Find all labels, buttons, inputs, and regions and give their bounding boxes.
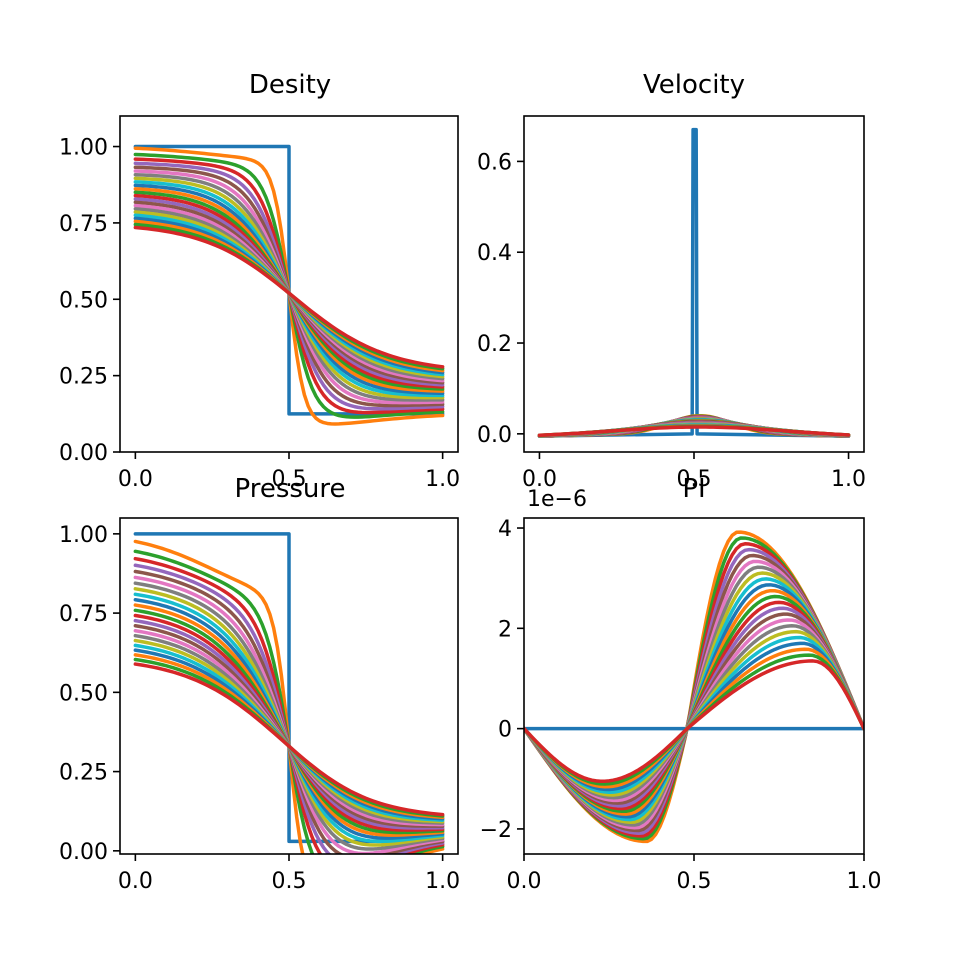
pi-y-tick-label: 0: [498, 718, 512, 743]
pi-panel: PI 1e−6 0.0 0.5 1.0 −2 0 2 4: [480, 474, 882, 894]
velocity-title: Velocity: [643, 70, 745, 100]
density-series-group: [133, 144, 445, 426]
velocity-y-tick-label: 0.0: [477, 423, 512, 448]
velocity-x-tick-label: 0.0: [522, 467, 557, 492]
pressure-x-tick-label: 0.0: [118, 869, 153, 894]
pressure-series-group: [133, 532, 445, 854]
pi-series-group: [524, 530, 864, 844]
density-series-line: [133, 225, 445, 369]
pi-x-tick-label: 1.0: [847, 869, 882, 894]
pi-offset-text: 1e−6: [527, 487, 587, 512]
velocity-series-group: [537, 127, 851, 438]
velocity-y-tick-label: 0.2: [477, 332, 512, 357]
pressure-y-tick-label: 0.25: [59, 761, 108, 786]
density-x-tick-label: 0.0: [118, 467, 153, 492]
pi-x-tick-label: 0.0: [507, 869, 542, 894]
pi-y-tick-label: −2: [480, 818, 512, 843]
density-x-tick-label: 0.5: [272, 467, 307, 492]
density-y-tick-label: 0.25: [59, 365, 108, 390]
pi-y-tick-label: 2: [498, 617, 512, 642]
pi-x-tick-label: 0.5: [677, 869, 712, 894]
velocity-series-line: [537, 425, 851, 438]
density-title: Desity: [249, 70, 331, 100]
density-x-tick-label: 1.0: [425, 467, 460, 492]
pressure-y-tick-label: 0.50: [59, 681, 108, 706]
pressure-panel: Pressure 0.0 0.5 1.0 0.00 0.25 0.50 0.75 1.00: [59, 474, 460, 894]
density-y-tick-label: 0.75: [59, 212, 108, 237]
velocity-panel: Velocity 0.0 0.5 1.0 0.0 0.2 0.4 0.6: [477, 70, 866, 492]
pressure-series-line: [133, 662, 445, 817]
pi-series-line: [524, 659, 864, 783]
velocity-series-line: [537, 127, 851, 438]
pressure-title: Pressure: [234, 474, 345, 504]
density-y-tick-label: 1.00: [59, 136, 108, 161]
density-y-tick-label: 0.50: [59, 288, 108, 313]
pressure-x-tick-label: 0.5: [272, 869, 307, 894]
pressure-series-line: [133, 532, 445, 844]
pressure-y-tick-label: 0.75: [59, 602, 108, 627]
pressure-y-tick-label: 0.00: [59, 840, 108, 865]
velocity-y-tick-label: 0.6: [477, 150, 512, 175]
density-y-tick-label: 0.00: [59, 441, 108, 466]
pressure-x-tick-label: 1.0: [425, 869, 460, 894]
density-panel: Desity 0.0 0.5 1.0 0.00 0.25 0.50 0.75 1.00: [59, 70, 460, 492]
velocity-x-tick-label: 1.0: [831, 467, 866, 492]
pressure-y-tick-label: 1.00: [59, 523, 108, 548]
pi-y-tick-label: 4: [498, 517, 512, 542]
velocity-x-tick-label: 0.5: [677, 467, 712, 492]
velocity-y-tick-label: 0.4: [477, 241, 512, 266]
pi-title: PI: [682, 474, 705, 504]
